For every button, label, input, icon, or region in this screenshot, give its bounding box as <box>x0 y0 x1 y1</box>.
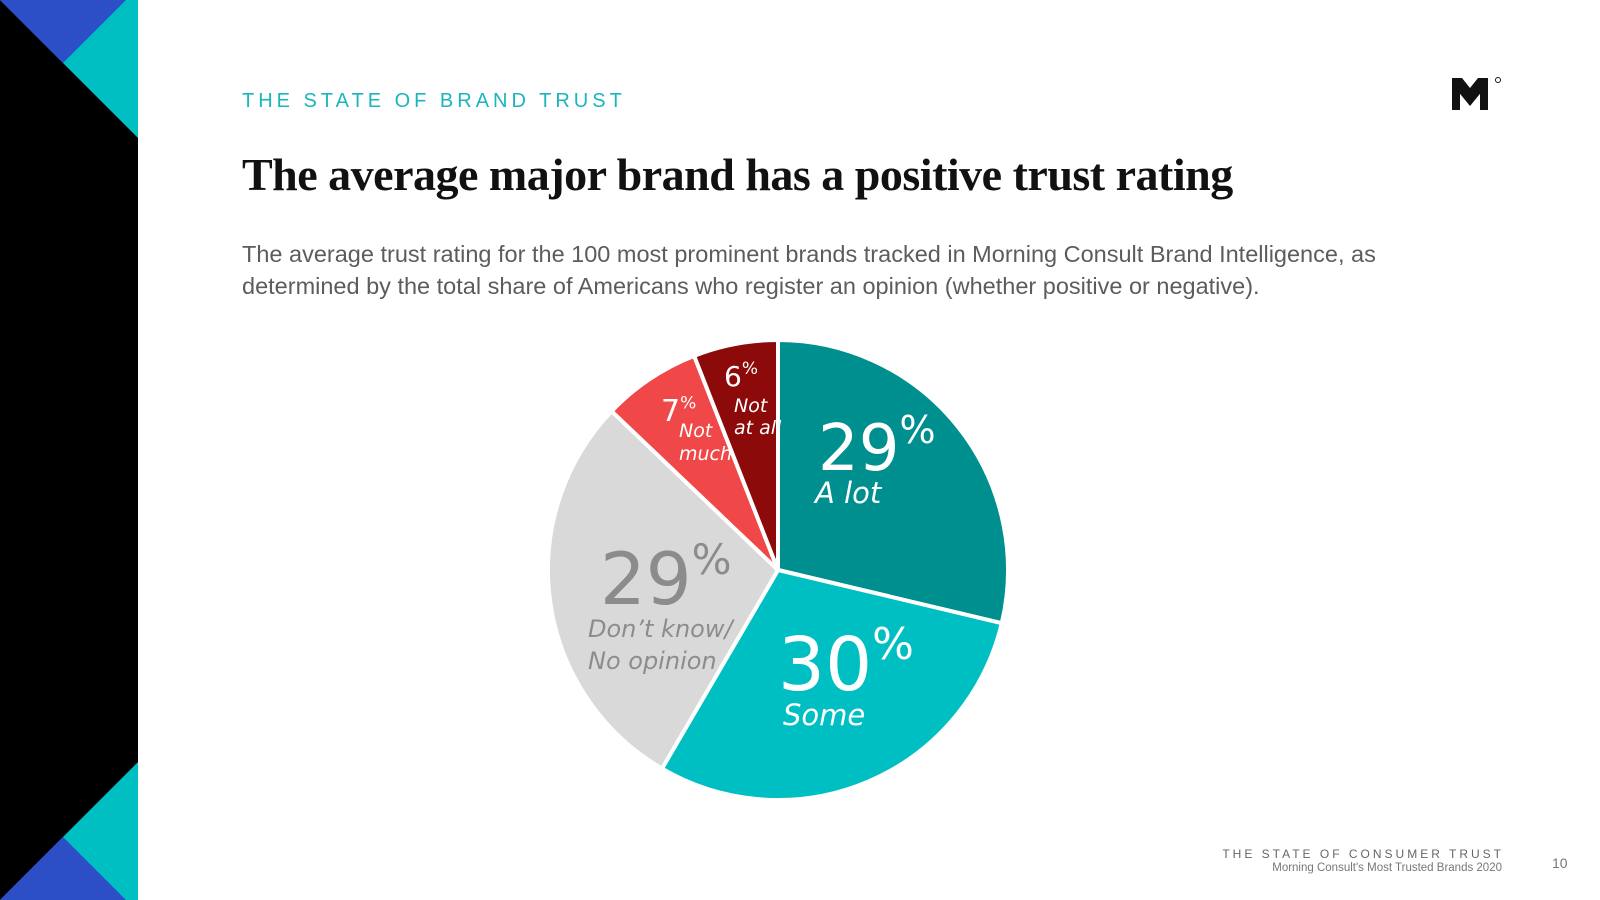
data-label-category-some: Some <box>783 698 865 732</box>
data-label-category-not-at-all: Not at all <box>734 395 782 439</box>
morning-consult-logo <box>1452 77 1501 110</box>
footer-title: THE STATE OF CONSUMER TRUST <box>1222 847 1504 861</box>
pie-slice-some <box>659 568 1004 802</box>
data-label-value-not-much: 7% <box>661 393 696 429</box>
pie-slice-not-at-all <box>692 338 780 572</box>
page-subtitle: The average trust rating for the 100 mos… <box>242 241 1376 299</box>
data-label-category-don-t-know-no-opinion: Don’t know/No opinion <box>588 615 735 675</box>
bottom-blue-triangle <box>0 837 126 900</box>
page-title: The average major brand has a positive t… <box>242 149 1233 200</box>
footer-subtitle: Morning Consult's Most Trusted Brands 20… <box>1272 862 1502 874</box>
page-number: 10 <box>1552 855 1568 871</box>
data-label-value-some: 30% <box>778 619 914 708</box>
data-label-value-a-lot: 29% <box>818 408 936 486</box>
pie-slice-a-lot <box>776 338 1010 626</box>
section-eyebrow: THE STATE OF BRAND TRUST <box>242 90 626 112</box>
data-label-value-don-t-know-no-opinion: 29% <box>600 535 732 621</box>
data-label-value-not-at-all: 6% <box>724 359 758 393</box>
data-label-category-not-much: Not much <box>679 420 732 465</box>
top-blue-triangle <box>0 0 126 63</box>
data-label-category-a-lot: A lot <box>813 476 883 510</box>
pie-slice-don-t-know-no-opinion <box>546 409 780 771</box>
sidebar-decoration <box>0 0 138 900</box>
